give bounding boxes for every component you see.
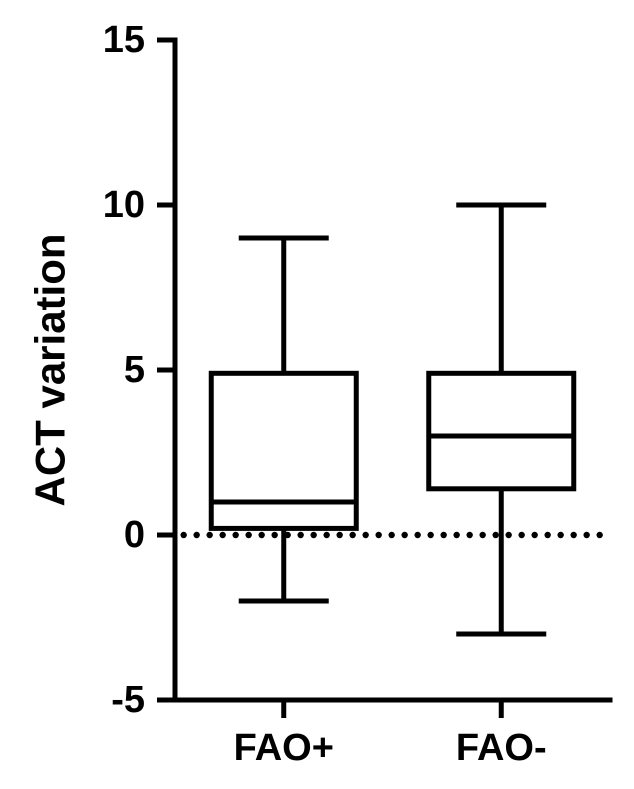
- zero-line-dot: [414, 532, 420, 538]
- zero-line-dot: [297, 532, 303, 538]
- zero-line-dot: [557, 532, 563, 538]
- y-tick-label: 5: [124, 349, 145, 391]
- zero-line-dot: [583, 532, 589, 538]
- y-tick-label: 0: [124, 514, 145, 556]
- zero-line-dot: [427, 532, 433, 538]
- zero-line-dot: [336, 532, 342, 538]
- y-axis-label: ACT variation: [27, 233, 74, 506]
- zero-line-dot: [518, 532, 524, 538]
- zero-line-dot: [453, 532, 459, 538]
- zero-line-dot: [258, 532, 264, 538]
- zero-line-dot: [492, 532, 498, 538]
- zero-line-dot: [206, 532, 212, 538]
- zero-line-dot: [362, 532, 368, 538]
- zero-line-dot: [531, 532, 537, 538]
- zero-line-dot: [271, 532, 277, 538]
- zero-line-dot: [596, 532, 602, 538]
- zero-line-dot: [388, 532, 394, 538]
- chart-svg: -5 0 5 10 15 ACT variation FAO+ FAO-: [0, 0, 634, 789]
- zero-line-dot: [349, 532, 355, 538]
- zero-line-dot: [479, 532, 485, 538]
- zero-line-dot: [440, 532, 446, 538]
- box: [211, 373, 356, 528]
- zero-line-dot: [180, 532, 186, 538]
- zero-line-dot: [505, 532, 511, 538]
- zero-line-dot: [544, 532, 550, 538]
- boxplot-chart: -5 0 5 10 15 ACT variation FAO+ FAO-: [0, 0, 634, 789]
- zero-line-dot: [466, 532, 472, 538]
- x-tick-label: FAO+: [234, 727, 334, 769]
- zero-line-dot: [245, 532, 251, 538]
- zero-line-dot: [219, 532, 225, 538]
- zero-line-dot: [401, 532, 407, 538]
- zero-line-dot: [375, 532, 381, 538]
- y-tick-label: 15: [103, 19, 145, 61]
- zero-line-dot: [193, 532, 199, 538]
- y-tick-label: -5: [111, 679, 145, 721]
- zero-line-dot: [232, 532, 238, 538]
- y-tick-label: 10: [103, 184, 145, 226]
- zero-line-dot: [323, 532, 329, 538]
- x-tick-label: FAO-: [456, 727, 547, 769]
- zero-line-dot: [570, 532, 576, 538]
- zero-line-dot: [310, 532, 316, 538]
- box: [429, 373, 574, 489]
